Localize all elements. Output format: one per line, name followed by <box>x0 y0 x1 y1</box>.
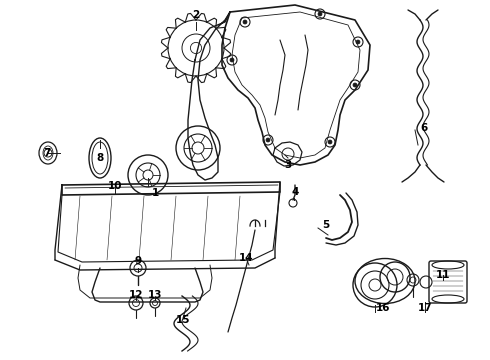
Text: 7: 7 <box>43 148 50 158</box>
Text: 8: 8 <box>97 153 103 163</box>
Text: 16: 16 <box>376 303 390 313</box>
Text: 15: 15 <box>176 315 190 325</box>
Circle shape <box>328 140 332 144</box>
Text: 17: 17 <box>417 303 432 313</box>
Text: 11: 11 <box>436 270 450 280</box>
Text: 12: 12 <box>129 290 143 300</box>
Text: 2: 2 <box>193 10 199 20</box>
Text: 1: 1 <box>151 188 159 198</box>
Circle shape <box>243 20 247 24</box>
Circle shape <box>353 83 357 87</box>
Text: 13: 13 <box>148 290 162 300</box>
Circle shape <box>230 58 234 62</box>
Circle shape <box>356 40 360 44</box>
Text: 10: 10 <box>108 181 122 191</box>
Text: 4: 4 <box>292 187 299 197</box>
Circle shape <box>369 279 381 291</box>
Text: 5: 5 <box>322 220 330 230</box>
Text: 9: 9 <box>134 256 142 266</box>
Text: 14: 14 <box>239 253 253 263</box>
Circle shape <box>266 138 270 142</box>
Text: 3: 3 <box>284 160 292 170</box>
Text: 6: 6 <box>420 123 428 133</box>
Circle shape <box>318 12 322 16</box>
